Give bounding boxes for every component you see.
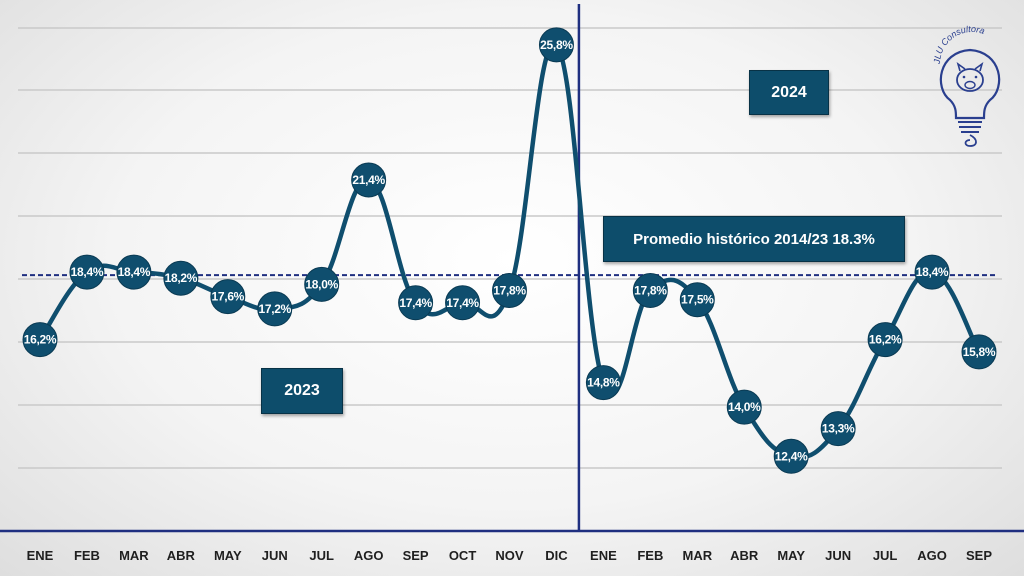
data-label: 17,4%: [399, 296, 432, 310]
x-tick-label: AGO: [354, 548, 384, 563]
x-tick-labels: ENE FEB MAR ABR MAY JUN JUL AGO SEP OCT NOV DIC ENE F…: [27, 548, 993, 563]
data-point: [304, 266, 340, 302]
data-point: [492, 272, 527, 308]
data-label: 18,4%: [916, 265, 949, 279]
data-point: [773, 438, 809, 474]
data-label: 17,5%: [681, 293, 714, 307]
data-labels: 16,2% 18,4% 18,4% 18,2% 17,6% 17,2% 18,0% 21,4%…: [24, 38, 996, 463]
x-tick-label: MAR: [682, 548, 712, 563]
data-point: [22, 322, 58, 358]
data-label: 17,4%: [446, 296, 479, 310]
x-tick-label: DIC: [545, 548, 568, 563]
data-label: 17,6%: [212, 290, 245, 304]
data-point: [726, 389, 762, 425]
data-point: [538, 27, 574, 63]
x-tick-label: MAY: [214, 548, 242, 563]
data-points: [22, 27, 997, 474]
year-2023-label: 2023: [261, 368, 343, 414]
lightbulb-pig-icon: JLU Consultora: [932, 24, 1001, 147]
data-point: [961, 334, 997, 370]
x-tick-label: OCT: [449, 548, 477, 563]
x-tick-label: ABR: [730, 548, 759, 563]
data-label: 17,8%: [493, 283, 526, 297]
svg-text:JLU Consultora: JLU Consultora: [932, 24, 986, 65]
x-tick-label: JUN: [262, 548, 288, 563]
x-tick-label: ENE: [27, 548, 54, 563]
data-point: [398, 285, 434, 321]
data-point: [679, 282, 715, 318]
data-point: [445, 285, 481, 321]
data-label: 14,0%: [728, 400, 761, 414]
x-tick-label: SEP: [403, 548, 429, 563]
data-point: [210, 279, 246, 315]
data-point: [867, 322, 903, 358]
data-label: 18,4%: [118, 265, 151, 279]
x-tick-label: FEB: [74, 548, 100, 563]
data-point: [257, 291, 293, 327]
data-point: [632, 272, 668, 308]
data-point: [163, 260, 199, 296]
data-point: [69, 254, 105, 290]
data-point: [914, 254, 950, 290]
data-point: [820, 411, 856, 447]
data-label: 14,8%: [587, 376, 620, 390]
data-label: 25,8%: [540, 38, 573, 52]
average-annotation: Promedio histórico 2014/23 18.3%: [603, 216, 905, 262]
data-point: [585, 365, 621, 401]
x-tick-label: JUL: [309, 548, 334, 563]
data-label: 12,4%: [775, 449, 808, 463]
data-label: 16,2%: [24, 333, 57, 347]
data-label: 21,4%: [352, 173, 385, 187]
x-tick-label: FEB: [637, 548, 663, 563]
x-tick-label: JUN: [825, 548, 851, 563]
x-tick-label: MAR: [119, 548, 149, 563]
x-tick-label: MAY: [777, 548, 805, 563]
data-label: 18,2%: [165, 271, 198, 285]
data-label: 16,2%: [869, 333, 902, 347]
data-point: [351, 162, 387, 198]
logo-text: JLU Consultora: [932, 24, 986, 65]
x-tick-label: SEP: [966, 548, 992, 563]
x-tick-label: NOV: [495, 548, 524, 563]
x-tick-label: JUL: [873, 548, 898, 563]
data-label: 15,8%: [963, 345, 996, 359]
data-point: [116, 254, 152, 290]
data-label: 18,0%: [305, 277, 338, 291]
data-label: 18,4%: [71, 265, 104, 279]
data-label: 17,8%: [634, 283, 667, 297]
x-tick-label: AGO: [917, 548, 947, 563]
data-label: 17,2%: [258, 302, 291, 316]
x-tick-label: ENE: [590, 548, 617, 563]
year-2024-label: 2024: [749, 70, 829, 115]
data-label: 13,3%: [822, 422, 855, 436]
x-tick-label: ABR: [167, 548, 196, 563]
